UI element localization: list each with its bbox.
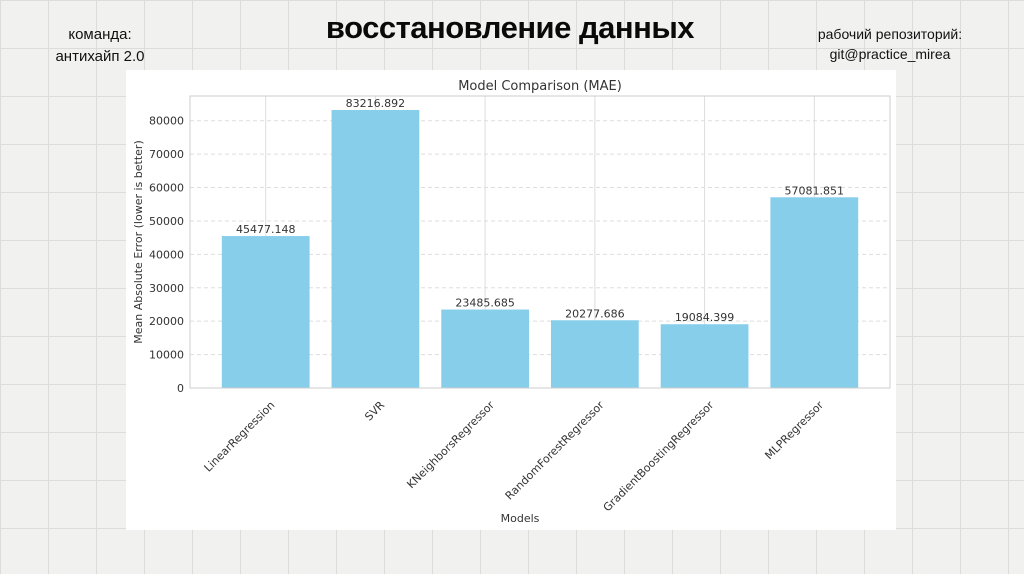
data-label: 57081.851 <box>785 184 845 197</box>
y-tick-label: 10000 <box>149 349 184 362</box>
y-tick-label: 20000 <box>149 315 184 328</box>
data-label: 20277.686 <box>565 307 625 320</box>
bar-MLPRegressor <box>770 197 859 388</box>
team-info: команда: антихайп 2.0 <box>40 24 160 68</box>
y-tick-label: 60000 <box>149 182 184 195</box>
team-label: команда: <box>68 26 132 43</box>
bar-SVR <box>331 109 420 389</box>
data-label: 83216.892 <box>346 97 406 110</box>
y-tick-label: 70000 <box>149 148 184 161</box>
x-tick-label: RandomForestRegressor <box>503 398 607 502</box>
slide-title: восстановление данных <box>325 10 695 45</box>
bar-chart: Model Comparison (MAE) Models Mean Absol… <box>132 79 891 525</box>
x-tick-label: LinearRegression <box>202 399 278 475</box>
y-tick-label: 40000 <box>149 248 184 261</box>
bar-KNeighborsRegressor <box>441 309 530 388</box>
y-tick-label: 30000 <box>149 282 184 295</box>
y-tick-label: 0 <box>177 382 184 395</box>
y-axis-label: Mean Absolute Error (lower is better) <box>132 140 145 343</box>
x-tick-label: MLPRegressor <box>762 398 826 462</box>
chart-panel: Model Comparison (MAE) Models Mean Absol… <box>126 70 896 530</box>
data-label: 19084.399 <box>675 311 735 324</box>
plot-frame <box>189 95 891 389</box>
bar-LinearRegression <box>221 236 310 388</box>
repo-name: git@practice_mirea <box>829 46 951 62</box>
x-tick-label: GradientBoostingRegressor <box>601 398 717 514</box>
repo-info: рабочий репозиторий: git@practice_mirea <box>800 24 980 64</box>
y-tick-label: 80000 <box>149 115 184 128</box>
x-axis-label: Models <box>501 512 540 525</box>
chart-title: Model Comparison (MAE) <box>458 79 622 94</box>
data-label: 23485.685 <box>455 297 515 310</box>
bar-RandomForestRegressor <box>550 320 639 388</box>
bar-GradientBoostingRegressor <box>660 324 749 388</box>
team-name: антихайп 2.0 <box>55 48 145 65</box>
x-tick-label: SVR <box>362 398 387 423</box>
repo-label: рабочий репозиторий: <box>817 26 963 42</box>
y-tick-label: 50000 <box>149 215 184 228</box>
x-tick-label: KNeighborsRegressor <box>404 398 497 491</box>
data-label: 45477.148 <box>236 223 296 236</box>
